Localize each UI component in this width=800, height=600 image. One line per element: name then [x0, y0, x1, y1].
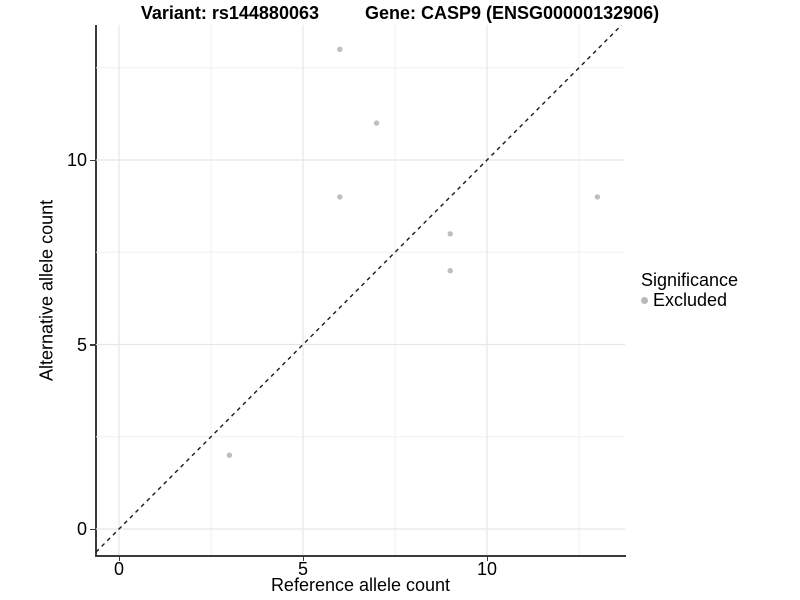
legend: Significance Excluded — [641, 270, 738, 310]
data-point — [226, 452, 233, 458]
plot-title-gene: Gene: CASP9 (ENSG00000132906) — [364, 3, 660, 23]
y-tick-mark — [90, 344, 95, 346]
data-point — [594, 194, 601, 200]
data-point — [337, 46, 343, 52]
data-point — [337, 194, 343, 200]
data-point — [447, 268, 453, 274]
y-tick-label: 5 — [76, 334, 87, 355]
plot-area — [96, 25, 625, 555]
plot-title-variant: Variant: rs144880063 — [140, 3, 319, 23]
x-tick-label: 5 — [297, 559, 308, 579]
legend-point-icon — [641, 296, 648, 304]
identity-dashed-line — [96, 25, 623, 553]
legend-item-label: Excluded — [653, 290, 728, 310]
y-axis-line — [95, 25, 97, 556]
x-tick-mark — [302, 556, 304, 561]
x-axis-line — [95, 555, 626, 557]
data-point — [447, 231, 453, 237]
x-tick-label: 0 — [113, 559, 124, 579]
legend-item-excluded: Excluded — [641, 290, 738, 310]
plot-panel — [96, 25, 625, 555]
y-tick-mark — [90, 528, 95, 530]
x-axis-title: Reference allele count — [270, 575, 451, 595]
x-tick-mark — [118, 556, 120, 561]
data-point — [373, 120, 380, 126]
legend-title: Significance — [641, 270, 739, 290]
y-tick-label: 0 — [76, 519, 87, 539]
y-axis-title: Alternative allele count — [36, 199, 57, 381]
y-tick-mark — [90, 159, 95, 161]
y-tick-label: 10 — [66, 150, 87, 170]
plot-title: Variant: rs144880063 Gene: CASP9 (ENSG00… — [0, 3, 800, 23]
x-tick-mark — [486, 556, 488, 561]
x-tick-label: 10 — [476, 559, 498, 579]
